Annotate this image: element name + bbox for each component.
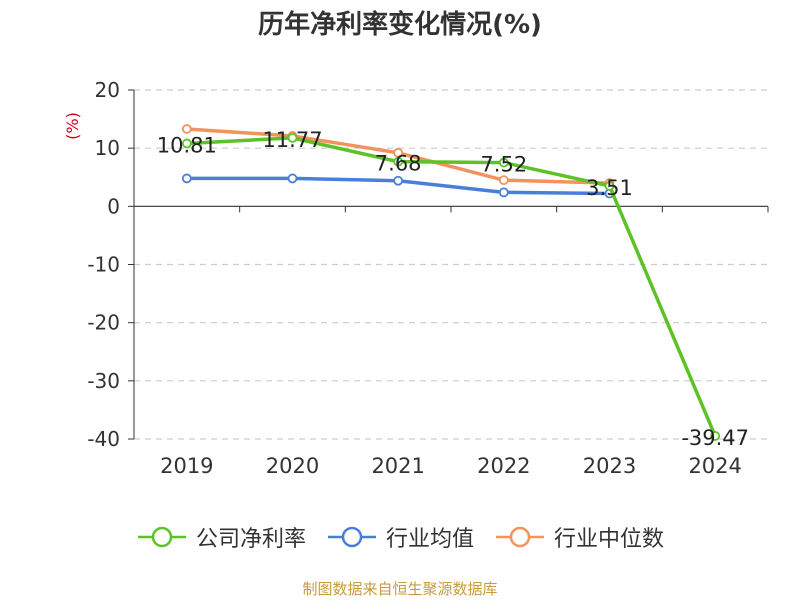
- x-tick-label: 2021: [371, 454, 424, 478]
- legend-marker-icon: [137, 526, 186, 548]
- x-tick-label: 2024: [688, 454, 741, 478]
- data-point-2: [181, 124, 192, 134]
- data-point-1: [393, 175, 404, 186]
- legend-item-1[interactable]: 行业均值: [326, 521, 474, 553]
- data-label: 11.77: [262, 128, 322, 152]
- chart-title: 历年净利率变化情况(%): [258, 10, 542, 40]
- data-point-0: [181, 138, 192, 149]
- y-tick-label: -30: [87, 369, 120, 393]
- line-chart: 20 10 0 -10 -20 -30 -40 2019 2020 2021 2022 2023 202…: [63, 78, 769, 478]
- y-axis-label: (%): [63, 112, 82, 140]
- data-point-0: [710, 431, 721, 441]
- legend-label: 行业均值: [385, 527, 474, 552]
- legend-marker-icon: [327, 526, 376, 548]
- data-label: 10.81: [157, 133, 217, 157]
- y-tick-label: 10: [95, 136, 120, 160]
- y-tick-label: -10: [87, 253, 120, 277]
- legend-circle: [341, 526, 363, 548]
- legend-circle: [509, 526, 531, 548]
- x-tick-label: 2022: [477, 454, 530, 478]
- legend-marker-icon: [496, 526, 544, 548]
- y-tick-label: 0: [107, 194, 120, 218]
- x-tick-label: 2023: [583, 454, 636, 478]
- data-label: 7.52: [480, 153, 527, 177]
- source-note: 制图数据来自恒生聚源数据库: [302, 580, 498, 598]
- legend-circle: [151, 526, 173, 548]
- legend: 公司净利率 行业均值 行业中位数: [0, 520, 800, 554]
- data-point-1: [498, 187, 509, 198]
- data-point-2: [498, 175, 509, 186]
- data-point-1: [181, 173, 192, 184]
- data-label: 3.51: [586, 176, 633, 200]
- y-tick-label: 20: [95, 78, 120, 102]
- y-tick-label: -40: [87, 427, 120, 451]
- data-label: -39.47: [681, 426, 749, 450]
- legend-item-0[interactable]: 公司净利率: [136, 521, 306, 553]
- y-tick-label: -20: [87, 311, 120, 335]
- legend-label: 行业中位数: [554, 527, 665, 552]
- legend-item-2[interactable]: 行业中位数: [494, 521, 664, 553]
- x-tick-label: 2020: [266, 454, 319, 478]
- data-point-0: [604, 181, 615, 191]
- data-point-1: [287, 173, 298, 184]
- data-point-0: [287, 132, 298, 143]
- series-line-0: [186, 136, 717, 437]
- data-point-0: [393, 156, 404, 167]
- data-label: 7.68: [375, 152, 422, 176]
- x-tick-label: 2019: [160, 454, 213, 478]
- data-point-0: [498, 157, 509, 168]
- legend-label: 公司净利率: [195, 527, 306, 552]
